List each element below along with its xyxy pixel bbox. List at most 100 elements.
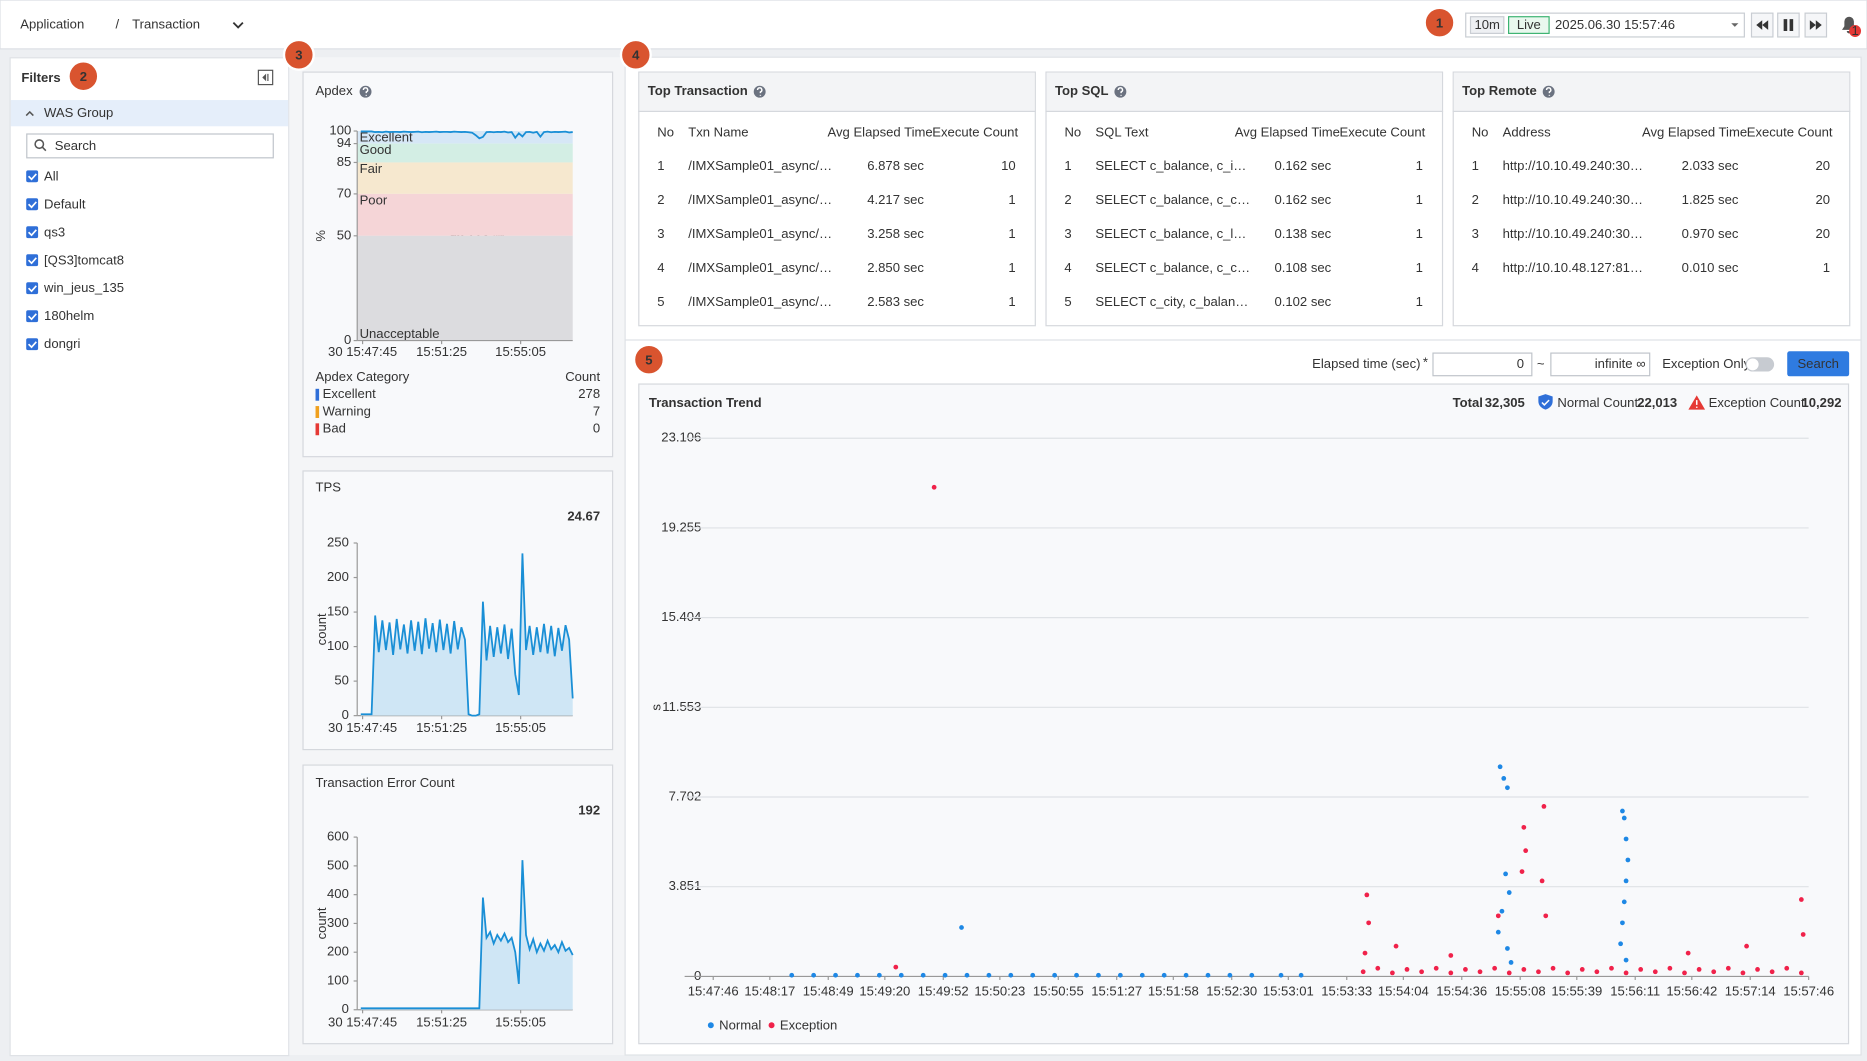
band-label: Good [360, 142, 392, 157]
y-tick-label: 0 [694, 968, 701, 983]
table-cell: 20 [1816, 158, 1831, 173]
marker-label: 2 [80, 69, 87, 84]
table-cell[interactable]: http://10.10.49.240:30… [1503, 226, 1643, 241]
point [1405, 967, 1410, 972]
checkbox[interactable] [26, 198, 38, 210]
point [1206, 973, 1211, 978]
point [1299, 973, 1304, 978]
point [1140, 973, 1145, 978]
x-tick-label: 15:53:33 [1321, 983, 1372, 998]
filter-item[interactable]: 180helm [44, 308, 94, 323]
y-tick-label: 500 [327, 857, 349, 872]
y-tick-label: 400 [327, 886, 349, 901]
legend-dot [708, 1022, 714, 1028]
table-cell[interactable]: /IMXSample01_async/… [688, 158, 832, 173]
checkbox[interactable] [26, 338, 38, 350]
point [1008, 973, 1013, 978]
table-cell: 2.850 sec [867, 260, 924, 275]
filter-item[interactable]: dongri [44, 336, 80, 351]
point [1118, 973, 1123, 978]
filter-item[interactable]: [QS3]tomcat8 [44, 252, 124, 267]
table-cell: 4 [1064, 260, 1071, 275]
x-tick-label: 15:49:52 [918, 983, 969, 998]
page-title[interactable]: Transaction [132, 17, 200, 32]
x-tick-label: 15:55:05 [495, 344, 546, 359]
group-label[interactable]: WAS Group [44, 105, 113, 120]
table-cell: 1 [1416, 226, 1423, 241]
x-tick-label: 15:57:46 [1783, 983, 1834, 998]
point [987, 973, 992, 978]
y-tick-label: 15.404 [661, 609, 701, 624]
point [1799, 897, 1804, 902]
point [921, 973, 926, 978]
filter-item[interactable]: win_jeus_135 [43, 280, 124, 295]
point [1520, 869, 1525, 874]
pause-button[interactable] [1778, 13, 1799, 37]
legend-label[interactable]: Normal [719, 1017, 761, 1032]
notification-count[interactable]: 1 [1851, 23, 1858, 38]
point [1638, 967, 1643, 972]
table-cell[interactable]: http://10.10.48.127:81… [1503, 260, 1643, 275]
point [1498, 764, 1503, 769]
point [1364, 893, 1369, 898]
y-tick-label: 150 [327, 604, 349, 619]
filter-item[interactable]: All [44, 168, 59, 183]
checkbox[interactable] [26, 226, 38, 238]
x-tick-label: 15:51:58 [1148, 983, 1199, 998]
filter-item[interactable]: qs3 [44, 224, 65, 239]
max-value[interactable]: infinite ∞ [1595, 356, 1646, 371]
checkbox[interactable] [26, 254, 38, 266]
x-tick-label: 15:50:23 [974, 983, 1025, 998]
band-label: Unacceptable [360, 326, 440, 341]
x-tick-label: 15:47:46 [688, 983, 739, 998]
y-axis-label: % [313, 230, 328, 242]
point [1507, 971, 1512, 976]
category-count: 0 [593, 421, 600, 436]
table-cell: 20 [1816, 192, 1831, 207]
table-cell: 1 [657, 158, 664, 173]
table-cell[interactable]: http://10.10.49.240:30… [1503, 158, 1643, 173]
point [1463, 967, 1468, 972]
table-link[interactable]: SELECT c_balance, c_l… [1095, 226, 1246, 241]
point [789, 973, 794, 978]
point [1536, 969, 1541, 974]
table-cell: 20 [1816, 226, 1831, 241]
table-header: Execute Count [1747, 124, 1833, 139]
filter-item[interactable]: Default [44, 196, 86, 211]
point [1496, 930, 1501, 935]
table-cell[interactable]: http://10.10.49.240:30… [1503, 192, 1643, 207]
breadcrumb-separator: / [115, 17, 119, 32]
point [1492, 966, 1497, 971]
y-tick-label: 85 [337, 154, 352, 169]
live[interactable]: Live [1517, 17, 1541, 32]
tps-title: TPS [316, 480, 342, 495]
checkbox[interactable] [26, 310, 38, 322]
point [1618, 941, 1623, 946]
table-cell: 4 [657, 260, 664, 275]
table-cell[interactable]: /IMXSample01_async/… [688, 294, 832, 309]
search-button-label[interactable]: Search [1797, 356, 1838, 371]
table-cell: 1 [1008, 294, 1015, 309]
point [1419, 969, 1424, 974]
min-value[interactable]: 0 [1517, 356, 1524, 371]
datetime[interactable]: 2025.06.30 15:57:46 [1555, 17, 1675, 32]
filters-title: Filters [21, 70, 60, 85]
point [1543, 913, 1548, 918]
table-link[interactable]: SELECT c_balance, c_c… [1095, 260, 1250, 275]
checkbox[interactable] [26, 170, 38, 182]
table-cell[interactable]: /IMXSample01_async/… [688, 260, 832, 275]
checkbox[interactable] [26, 282, 38, 294]
table-link[interactable]: SELECT c_balance, c_i… [1095, 158, 1246, 173]
table-link[interactable]: SELECT c_balance, c_c… [1095, 192, 1250, 207]
table-cell: 2.033 sec [1682, 158, 1739, 173]
table-link[interactable]: SELECT c_city, c_balan… [1095, 294, 1248, 309]
table-cell: 3 [1472, 226, 1479, 241]
search-placeholder[interactable]: Search [55, 138, 96, 153]
table-cell[interactable]: /IMXSample01_async/… [688, 226, 832, 241]
table-cell[interactable]: /IMXSample01_async/… [688, 192, 832, 207]
range[interactable]: 10m [1474, 17, 1500, 32]
toggle-knob[interactable] [1747, 358, 1759, 370]
legend-label[interactable]: Exception [780, 1017, 837, 1032]
breadcrumb[interactable]: Application [20, 17, 84, 32]
x-tick-label: 15:48:49 [803, 983, 854, 998]
